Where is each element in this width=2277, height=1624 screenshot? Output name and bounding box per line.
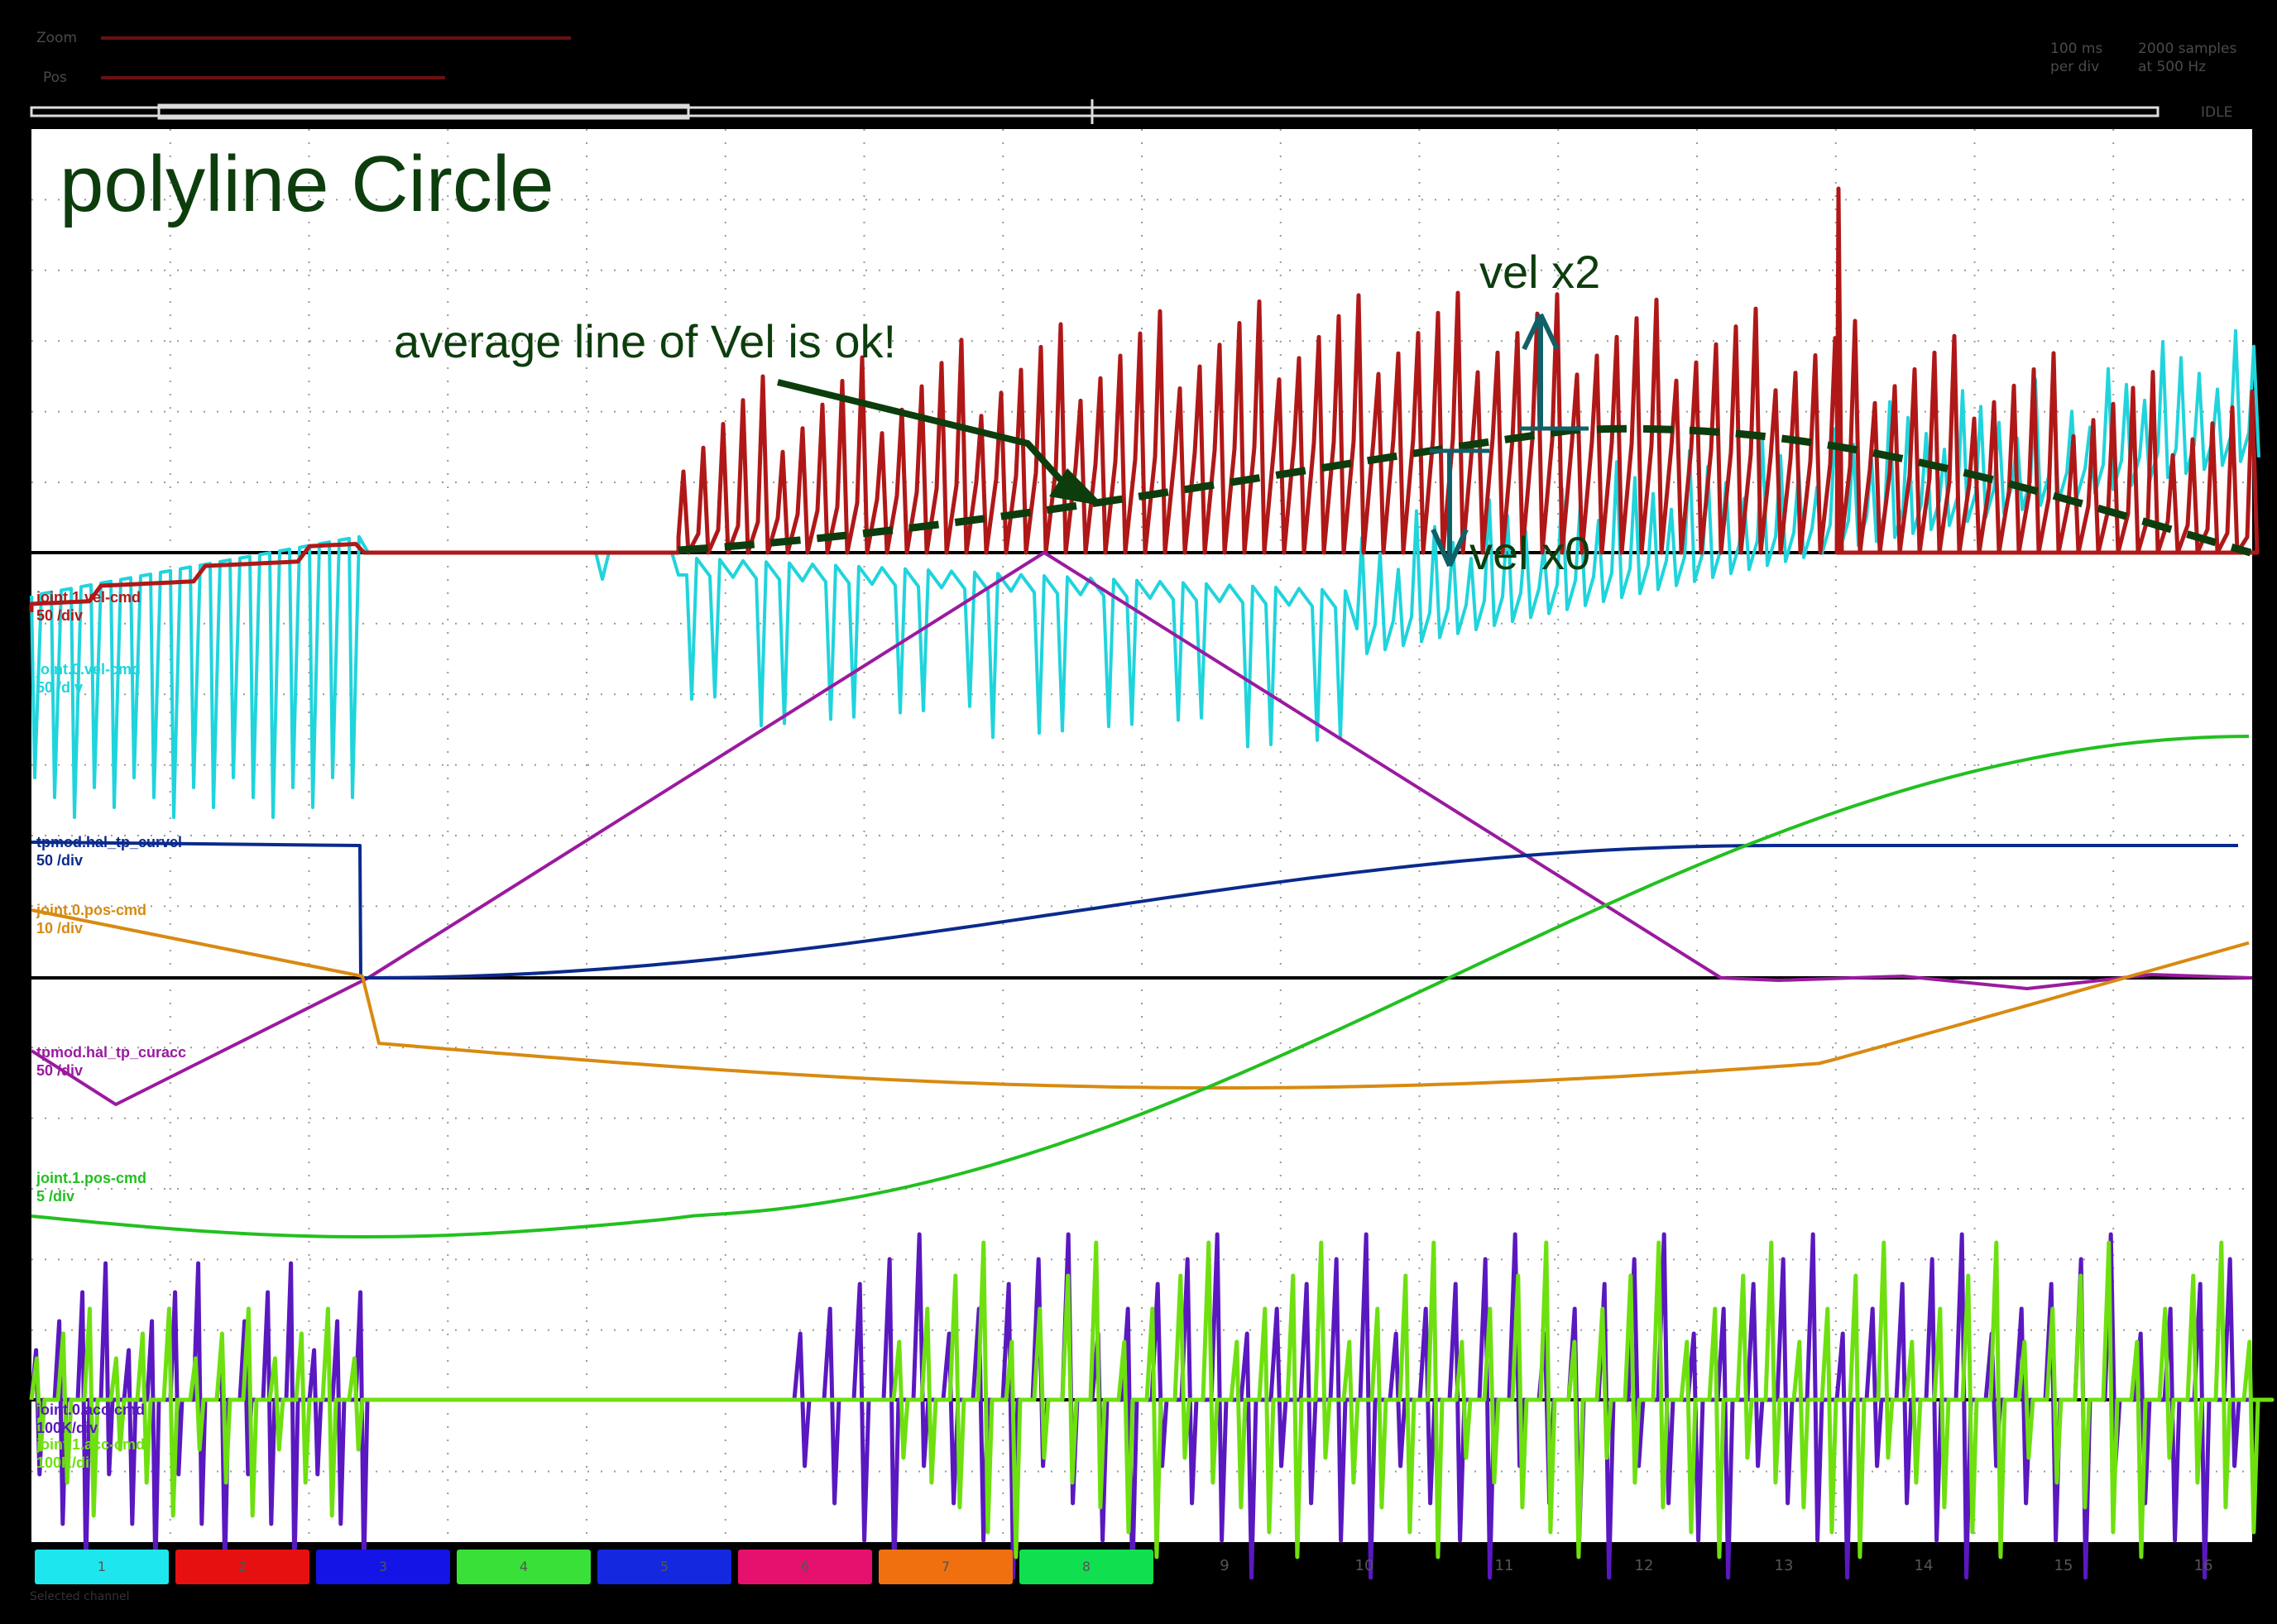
trace-joint0-pos xyxy=(31,908,2250,1090)
channel-button[interactable]: 3 xyxy=(316,1550,450,1584)
channel-button[interactable]: 5 xyxy=(597,1550,731,1584)
channel-button[interactable]: 4 xyxy=(457,1550,591,1584)
channel-number[interactable]: 15 xyxy=(2054,1557,2073,1574)
vel-x0-label: vel x0 xyxy=(1469,527,1590,579)
trace-legend-scale: 50 /div xyxy=(36,679,83,696)
vel-x2-label: vel x2 xyxy=(1479,246,1600,298)
zoom-slider[interactable] xyxy=(101,36,571,40)
trace-joint1-pos xyxy=(31,735,2250,1238)
trace-joint1-acc xyxy=(29,1240,2275,1559)
channel-button[interactable]: 6 xyxy=(738,1550,872,1584)
trace-legend-name: joint.1.vel-cmd xyxy=(36,589,141,606)
channel-number[interactable]: 13 xyxy=(1774,1557,1794,1574)
trace-legend-name: joint.0.pos-cmd xyxy=(36,902,146,918)
zoom-label: Zoom xyxy=(36,30,78,46)
trace-legend-name: joint.1.pos-cmd xyxy=(36,1170,146,1186)
channel-number[interactable]: 12 xyxy=(1634,1557,1654,1574)
channel-number[interactable]: 10 xyxy=(1354,1557,1374,1574)
trace-legend-scale: 10 /div xyxy=(36,920,83,937)
trace-joint1-vel xyxy=(29,186,2260,612)
trace-curacc xyxy=(30,551,2253,1106)
trace-legend-scale: 100K/div xyxy=(36,1420,98,1436)
pos-slider[interactable] xyxy=(101,76,445,79)
channel-number[interactable]: 14 xyxy=(1914,1557,1934,1574)
pos-label: Pos xyxy=(43,69,67,86)
timebase-readout: 100 ms per div xyxy=(2050,41,2103,75)
trace-legend-scale: 50 /div xyxy=(36,852,83,869)
channel-button[interactable]: 1 xyxy=(35,1550,169,1584)
arrow-down-icon xyxy=(1430,448,1489,568)
trace-joint0-vel xyxy=(30,328,2260,819)
note-arrow-icon xyxy=(777,379,1105,506)
channel-button[interactable]: 2 xyxy=(175,1550,309,1584)
channel-number[interactable]: 16 xyxy=(2193,1557,2213,1574)
channel-button[interactable]: 7 xyxy=(879,1550,1013,1584)
average-dashed-line xyxy=(678,424,2252,557)
channel-number[interactable]: 9 xyxy=(1220,1557,1230,1574)
trace-legend-name: joint.1.acc-cmd xyxy=(36,1436,145,1453)
trace-legend-name: tpmod.hal_tp_curvel xyxy=(36,834,182,850)
position-strip[interactable] xyxy=(30,99,2160,124)
average-note: average line of Vel is ok! xyxy=(394,315,896,367)
trace-legend-name: tpmod.hal_tp_curacc xyxy=(36,1044,186,1061)
title-annotation: polyline Circle xyxy=(60,140,554,228)
trace-layer xyxy=(29,186,2275,1580)
trace-legend-scale: 50 /div xyxy=(36,1062,83,1079)
trace-curvel xyxy=(31,841,2238,980)
arrow-up-icon xyxy=(1519,313,1589,431)
trace-legend-scale: 5 /div xyxy=(36,1188,74,1205)
channel-button[interactable]: 8 xyxy=(1019,1550,1153,1584)
selected-channel-label: Selected channel xyxy=(30,1590,130,1603)
trace-legend-scale: 50 /div xyxy=(36,607,83,624)
trace-legend-name: joint.0.vel-cmd xyxy=(36,661,141,678)
sample-rate-readout: 2000 samples at 500 Hz xyxy=(2138,41,2237,75)
run-state: IDLE xyxy=(2201,104,2233,121)
trace-legend-name: joint.0.acc-cmd xyxy=(36,1401,145,1418)
channel-number[interactable]: 11 xyxy=(1494,1557,1514,1574)
trace-legend-scale: 100K/div xyxy=(36,1454,98,1471)
